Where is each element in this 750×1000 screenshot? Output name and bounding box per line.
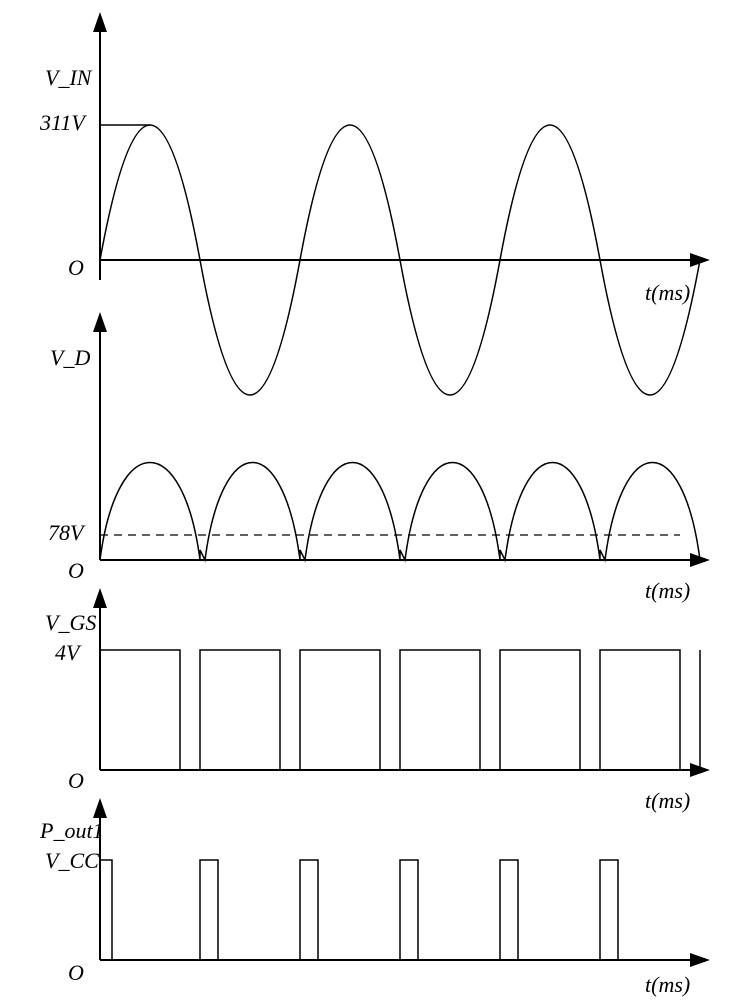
plot-pout1: P_out1 V_CC O t(ms)	[39, 798, 710, 997]
pulses-pout1	[100, 860, 700, 960]
level-4v: 4V	[55, 640, 82, 665]
xlabel-1: t(ms)	[645, 280, 690, 305]
waveform-diagram: V_IN 311V O t(ms) V_D 78V O t(ms) V_GS 4…	[0, 0, 750, 1000]
xlabel-2: t(ms)	[645, 578, 690, 603]
square-vgs	[100, 650, 700, 770]
origin-3: O	[68, 768, 84, 793]
xlabel-4: t(ms)	[645, 972, 690, 997]
rectified-vd	[100, 463, 700, 561]
origin-2: O	[68, 558, 84, 583]
level-vcc: V_CC	[45, 848, 99, 873]
origin-1: O	[68, 255, 84, 280]
xlabel-3: t(ms)	[645, 788, 690, 813]
peak-311v: 311V	[39, 110, 87, 135]
plot-vd: V_D 78V O t(ms)	[48, 312, 710, 603]
threshold-78v: 78V	[48, 520, 86, 545]
ylabel-vin: V_IN	[45, 65, 93, 90]
ylabel-pout1: P_out1	[39, 818, 104, 843]
ylabel-vgs: V_GS	[45, 610, 96, 635]
plot-vgs: V_GS 4V O t(ms)	[45, 588, 710, 813]
plot-vin: V_IN 311V O t(ms)	[39, 12, 710, 395]
ylabel-vd: V_D	[50, 345, 90, 370]
origin-4: O	[68, 960, 84, 985]
